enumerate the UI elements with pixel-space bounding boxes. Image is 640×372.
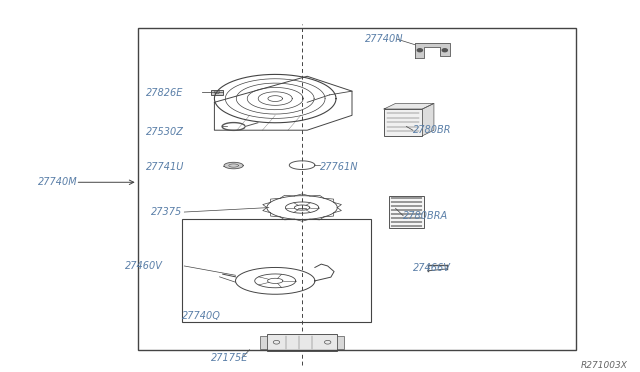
Text: 27741U: 27741U	[146, 163, 184, 172]
Bar	[391, 213, 422, 215]
Circle shape	[417, 49, 422, 52]
Text: 2780BRA: 2780BRA	[403, 211, 449, 221]
Text: 27175E: 27175E	[211, 353, 248, 363]
Text: R271003X: R271003X	[580, 361, 627, 370]
Bar	[389, 196, 424, 228]
Bar	[391, 221, 422, 223]
Bar	[391, 197, 422, 199]
Bar	[391, 209, 422, 211]
Circle shape	[442, 49, 447, 52]
Polygon shape	[415, 43, 450, 58]
Polygon shape	[422, 103, 434, 136]
Bar	[138, 28, 576, 350]
Text: 27826E: 27826E	[146, 88, 183, 98]
Text: 27740N: 27740N	[365, 34, 403, 44]
Text: 2780BR: 2780BR	[413, 125, 451, 135]
Text: 27530Z: 27530Z	[146, 127, 184, 137]
Bar	[211, 90, 223, 95]
Bar	[182, 219, 371, 322]
Bar	[391, 225, 422, 227]
Text: 27375: 27375	[151, 207, 182, 217]
Bar	[391, 201, 422, 203]
Bar	[337, 336, 344, 349]
Text: 27761N: 27761N	[320, 163, 358, 172]
Text: 27460V: 27460V	[125, 261, 163, 271]
Bar	[391, 205, 422, 207]
Text: 27740M: 27740M	[38, 177, 78, 187]
Polygon shape	[384, 103, 434, 109]
Bar	[260, 336, 267, 349]
Bar	[391, 217, 422, 219]
Text: 27466V: 27466V	[413, 263, 451, 273]
Bar	[267, 334, 337, 350]
Bar	[384, 109, 422, 136]
Polygon shape	[224, 162, 243, 169]
Text: 27740Q: 27740Q	[182, 311, 221, 321]
